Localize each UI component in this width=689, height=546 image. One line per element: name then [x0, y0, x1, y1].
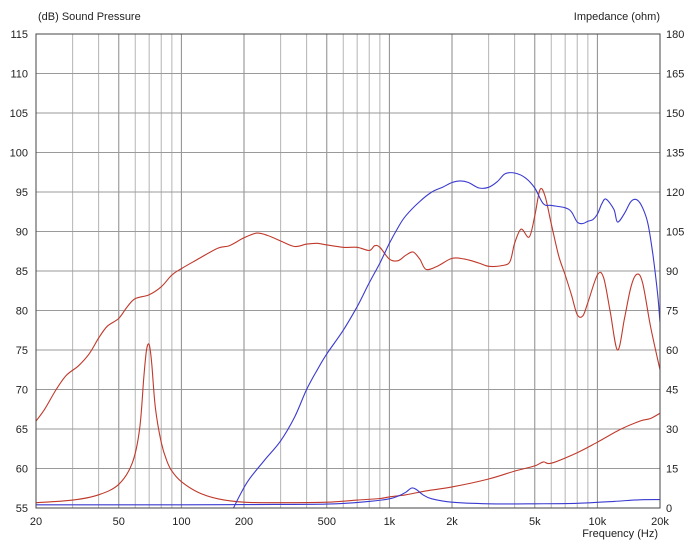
x-tick-label: 20k [651, 516, 669, 528]
left-tick-label: 80 [16, 306, 28, 318]
right-tick-label: 45 [666, 385, 678, 397]
x-tick-label: 1k [384, 516, 396, 528]
left-tick-label: 70 [16, 385, 28, 397]
right-tick-label: 90 [666, 266, 678, 278]
right-tick-label: 105 [666, 227, 684, 239]
left-axis-label: (dB) Sound Pressure [38, 11, 141, 23]
left-tick-label: 95 [16, 187, 28, 199]
right-tick-label: 15 [666, 464, 678, 476]
right-tick-label: 150 [666, 108, 684, 120]
x-tick-label: 5k [529, 516, 541, 528]
left-tick-label: 115 [10, 29, 28, 41]
left-tick-label: 60 [16, 464, 28, 476]
left-tick-label: 55 [16, 503, 28, 515]
right-tick-label: 135 [666, 148, 684, 160]
right-axis-label: Impedance (ohm) [574, 11, 660, 23]
series-line-2 [36, 343, 660, 504]
left-tick-label: 75 [16, 345, 28, 357]
x-tick-label: 2k [446, 516, 458, 528]
x-tick-label: 50 [113, 516, 125, 528]
x-tick-label: 500 [318, 516, 336, 528]
right-tick-label: 0 [666, 503, 672, 515]
right-tick-label: 180 [666, 29, 684, 41]
right-tick-label: 165 [666, 69, 684, 81]
left-tick-label: 90 [16, 227, 28, 239]
series-line-1 [36, 187, 660, 422]
plot-frame [35, 33, 661, 509]
x-tick-label: 200 [235, 516, 253, 528]
right-tick-label: 60 [666, 345, 678, 357]
left-tick-label: 100 [10, 148, 28, 160]
left-axis-ticks: 55 60 65 70 75 80 85 90 95 100 105 110 115 [10, 29, 28, 515]
series-line-4 [36, 487, 660, 506]
horizontal-gridlines [36, 73, 660, 469]
x-tick-label: 10k [589, 516, 607, 528]
right-axis-ticks: 0 15 30 45 60 75 90 105 120 135 150 165 180 [666, 29, 684, 515]
x-tick-label: 100 [172, 516, 190, 528]
right-tick-label: 75 [666, 306, 678, 318]
left-tick-label: 110 [10, 69, 28, 81]
left-tick-label: 105 [10, 108, 28, 120]
x-axis-ticks: 20 50 100 200 500 1k 2k 5k 10k 20k [30, 516, 669, 528]
left-tick-label: 65 [16, 424, 28, 436]
right-tick-label: 120 [666, 187, 684, 199]
x-axis-label: Frequency (Hz) [582, 528, 658, 540]
right-tick-label: 30 [666, 424, 678, 436]
series-layer [36, 172, 660, 508]
left-tick-label: 85 [16, 266, 28, 278]
x-tick-label: 20 [30, 516, 42, 528]
series-line-3 [233, 172, 660, 508]
